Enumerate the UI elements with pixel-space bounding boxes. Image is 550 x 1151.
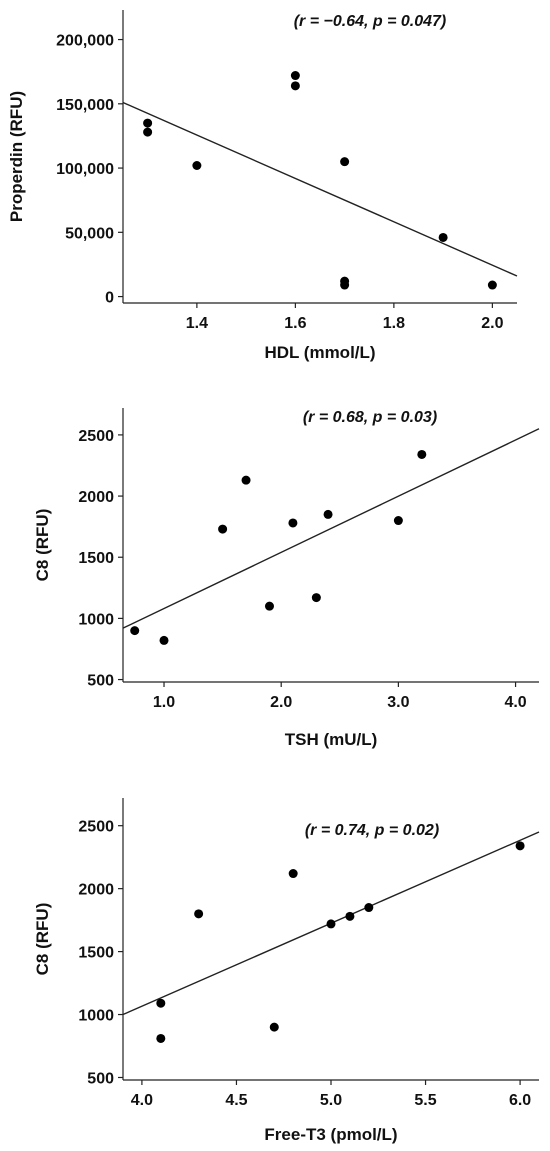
data-point xyxy=(143,127,153,137)
y-tick-label: 200,000 xyxy=(56,33,114,50)
data-point xyxy=(143,118,153,128)
y-tick-label: 100,000 xyxy=(56,161,114,178)
data-point xyxy=(264,601,274,611)
data-point xyxy=(192,160,202,170)
x-tick-label: 1.0 xyxy=(153,694,175,711)
y-tick-label: 500 xyxy=(87,1070,114,1087)
chart-panel-2: 500 1000 1500 2000 2500 1.0 2.0 3.0 4.0 TSH (mU/L… xyxy=(33,408,540,749)
y-axis-label: C8 (RFU) xyxy=(33,509,52,582)
y-tick-label: 2000 xyxy=(78,489,114,506)
data-point xyxy=(340,280,350,290)
data-point xyxy=(156,998,166,1008)
data-point xyxy=(241,475,251,485)
data-point xyxy=(159,635,169,645)
y-tick-label: 500 xyxy=(87,673,114,690)
y-tick-label: 0 xyxy=(105,290,114,307)
y-tick-label: 1500 xyxy=(78,945,114,962)
x-axis-label: HDL (mmol/L) xyxy=(264,343,375,362)
data-point xyxy=(345,911,355,921)
data-point xyxy=(487,280,497,290)
data-point xyxy=(417,449,427,459)
x-tick-label: 2.0 xyxy=(481,315,503,332)
y-tick-label: 150,000 xyxy=(56,97,114,114)
data-point xyxy=(438,232,448,242)
data-point xyxy=(290,81,300,91)
y-tick-label: 1500 xyxy=(78,550,114,567)
x-tick-label: 4.0 xyxy=(504,694,526,711)
x-tick-label: 1.8 xyxy=(383,315,405,332)
chart-panel-1: 0 50,000 100,000 150,000 200,000 1.4 1.6 1.8 2.0… xyxy=(7,10,518,362)
correlation-annotation: (r = 0.68, p = 0.03) xyxy=(303,409,437,426)
x-tick-label: 4.5 xyxy=(225,1092,247,1109)
y-tick-label: 2500 xyxy=(78,819,114,836)
regression-line xyxy=(122,428,540,629)
y-axis-label: Properdin (RFU) xyxy=(7,91,26,222)
x-tick-label: 5.0 xyxy=(320,1092,342,1109)
data-point xyxy=(130,626,140,636)
y-tick-label: 1000 xyxy=(78,1008,114,1025)
data-point xyxy=(288,518,298,528)
y-tick-label: 2000 xyxy=(78,882,114,899)
data-point xyxy=(218,524,228,534)
data-point xyxy=(156,1033,166,1043)
data-point xyxy=(290,71,300,81)
x-axis-label: TSH (mU/L) xyxy=(285,730,378,749)
x-tick-label: 2.0 xyxy=(270,694,292,711)
y-tick-label: 1000 xyxy=(78,611,114,628)
data-point xyxy=(194,909,204,919)
data-point xyxy=(323,509,333,519)
y-axis-label: C8 (RFU) xyxy=(33,903,52,976)
chart-panel-3: 500 1000 1500 2000 2500 4.0 4.5 5.0 5.5 6.0 Free-T… xyxy=(33,798,540,1144)
data-point xyxy=(311,593,321,603)
correlation-annotation: (r = 0.74, p = 0.02) xyxy=(305,822,439,839)
data-point xyxy=(288,869,298,879)
data-point xyxy=(269,1022,279,1032)
correlation-annotation: (r = −0.64, p = 0.047) xyxy=(294,13,447,30)
data-point xyxy=(340,157,350,167)
data-point xyxy=(326,919,336,929)
data-point xyxy=(364,903,374,913)
x-tick-label: 6.0 xyxy=(509,1092,531,1109)
regression-line xyxy=(122,101,518,277)
x-tick-label: 3.0 xyxy=(387,694,409,711)
y-tick-label: 50,000 xyxy=(65,225,114,242)
y-tick-label: 2500 xyxy=(78,428,114,445)
x-tick-label: 4.0 xyxy=(131,1092,153,1109)
x-tick-label: 1.6 xyxy=(284,315,306,332)
x-tick-label: 1.4 xyxy=(186,315,208,332)
x-axis-label: Free-T3 (pmol/L) xyxy=(264,1125,397,1144)
data-point xyxy=(515,841,525,851)
x-tick-label: 5.5 xyxy=(414,1092,436,1109)
data-point xyxy=(393,516,403,526)
